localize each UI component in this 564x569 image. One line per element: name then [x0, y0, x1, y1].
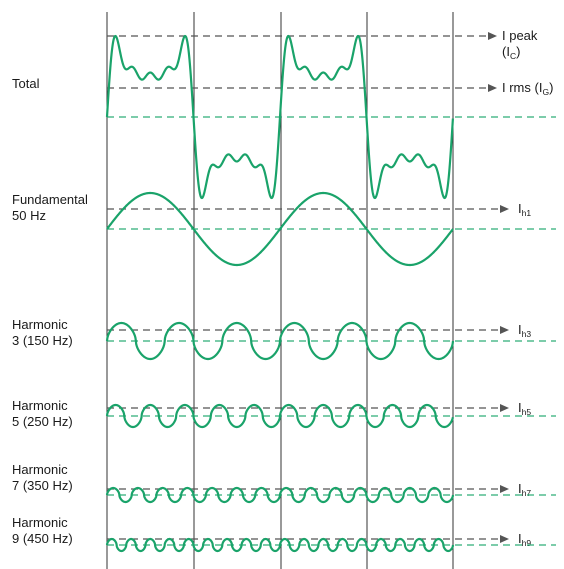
label-h7-line1: Harmonic: [12, 462, 68, 477]
total-waveform: [105, 34, 454, 200]
period-grid: [106, 12, 454, 569]
ih7-label: Ih7: [518, 481, 531, 498]
irms-arrowhead: [488, 84, 497, 92]
row-total: Total I peak (IC) I rms (IG): [12, 28, 556, 200]
ih1-arrowhead: [500, 205, 509, 213]
harmonic-5-waveform: [105, 403, 454, 429]
ih9-arrowhead: [500, 535, 509, 543]
label-fundamental-line2: 50 Hz: [12, 208, 46, 223]
harmonic-9-waveform: [105, 537, 455, 553]
ih9-label: Ih9: [518, 531, 531, 548]
label-h5-line1: Harmonic: [12, 398, 68, 413]
label-h9-line2: 9 (450 Hz): [12, 531, 73, 546]
row-harmonic-9: Harmonic 9 (450 Hz) Ih9: [12, 515, 556, 553]
ipeak-sub-label: (IC): [502, 44, 520, 61]
ipeak-arrowhead: [488, 32, 497, 40]
ih5-arrowhead: [500, 404, 509, 412]
fundamental-waveform: [106, 191, 454, 267]
row-fundamental: Fundamental 50 Hz Ih1: [12, 191, 556, 267]
label-fundamental-line1: Fundamental: [12, 192, 88, 207]
row-harmonic-5: Harmonic 5 (250 Hz) Ih5: [12, 398, 556, 429]
harmonic-3-waveform: [105, 321, 455, 361]
ipeak-label: I peak: [502, 28, 538, 43]
irms-label: I rms (IG): [502, 80, 553, 97]
harmonic-7-waveform: [105, 486, 455, 504]
label-h3-line2: 3 (150 Hz): [12, 333, 73, 348]
ih5-label: Ih5: [518, 400, 531, 417]
label-h9-line1: Harmonic: [12, 515, 68, 530]
label-h5-line2: 5 (250 Hz): [12, 414, 73, 429]
row-harmonic-3: Harmonic 3 (150 Hz) Ih3: [12, 317, 556, 361]
ih3-label: Ih3: [518, 322, 531, 339]
row-harmonic-7: Harmonic 7 (350 Hz) Ih7: [12, 462, 556, 504]
ih3-arrowhead: [500, 326, 509, 334]
ih7-arrowhead: [500, 485, 509, 493]
label-h7-line2: 7 (350 Hz): [12, 478, 73, 493]
label-total: Total: [12, 76, 40, 91]
ih1-label: Ih1: [518, 201, 531, 218]
label-h3-line1: Harmonic: [12, 317, 68, 332]
